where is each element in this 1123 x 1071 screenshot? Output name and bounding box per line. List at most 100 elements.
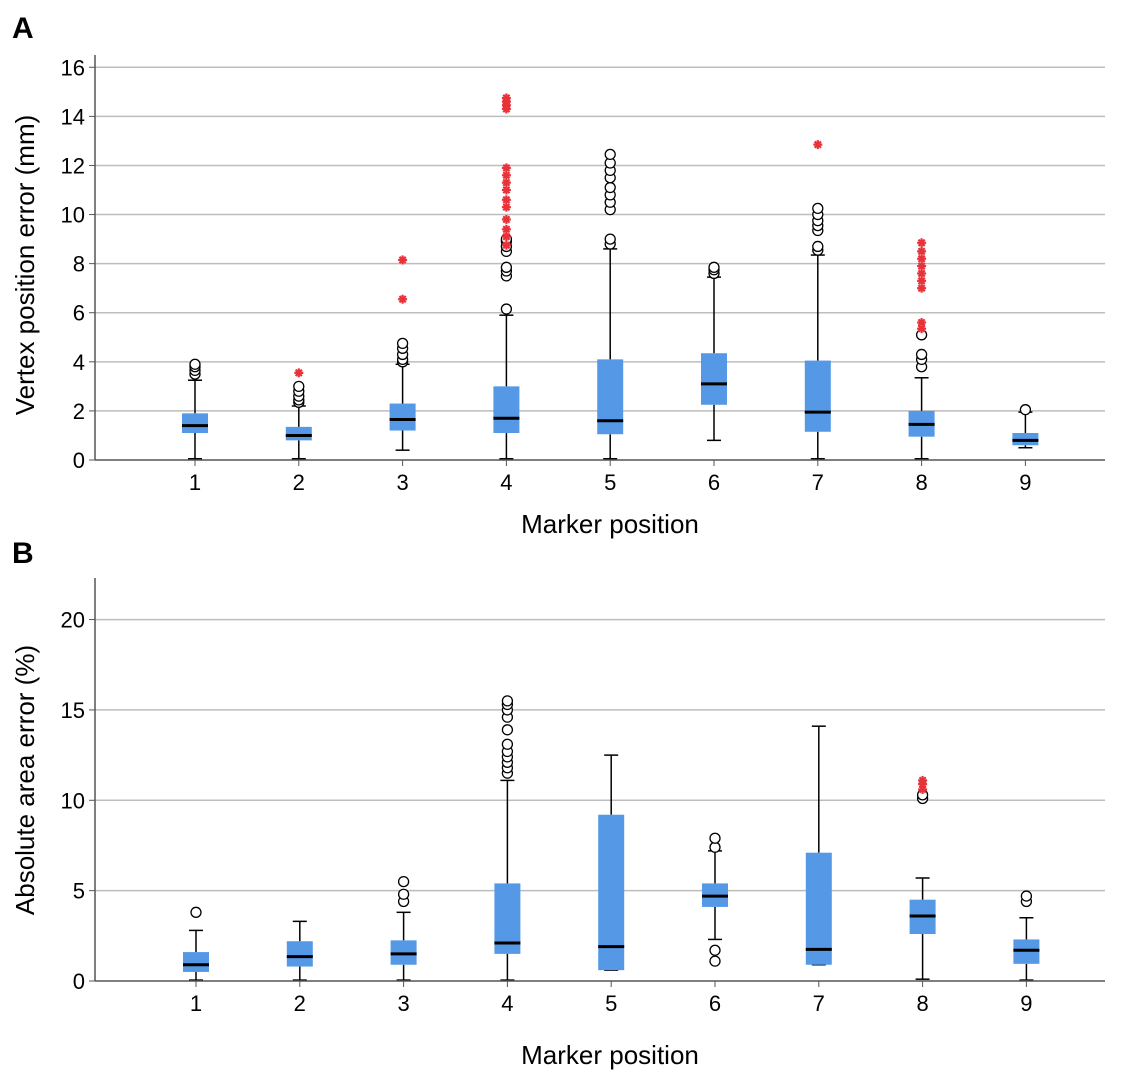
asterisk-stroke [502,215,511,224]
extreme-outlier-point [398,294,408,304]
panel-a-box-1 [182,358,208,460]
extreme-outlier-point [917,238,927,248]
outlier-point [709,944,721,956]
asterisk-stroke [502,186,511,194]
panel-b-boxes [183,695,1040,981]
asterisk-stroke [917,238,926,247]
panel-a-y-tick-label: 8 [73,252,85,277]
iqr-box [701,353,727,405]
panel-b-x-tick-label: 9 [1020,991,1032,1016]
panel-a-y-tick-label: 6 [73,301,85,326]
asterisk-stroke [502,225,511,234]
extreme-outlier-point [813,140,823,150]
extreme-outlier-point [918,775,928,785]
panel-a-x-tick-label: 3 [396,470,408,495]
panel-a-x-tick-label: 4 [500,470,512,495]
panel-a-x-tick-label: 8 [915,470,927,495]
extreme-outlier-point [501,232,511,242]
panel-b-box-1 [183,906,209,981]
asterisk-stroke [917,262,926,271]
panel-a-x-ticks: 1 2 3 4 5 6 7 8 9 [189,460,1032,495]
asterisk-stroke [502,94,511,102]
outlier-point [812,202,824,215]
iqr-box [285,426,312,441]
extreme-outlier-point [398,255,408,265]
panel-a-x-tick-label: 6 [708,470,720,495]
extreme-outlier-point [501,224,511,234]
outlier-point [501,738,514,750]
panel-b-y-tick-label: 20 [61,608,85,633]
asterisk-stroke [917,324,926,333]
panel-b-x-tick-label: 2 [294,991,306,1016]
panel-a-y-tick-label: 4 [73,350,85,375]
asterisk-stroke [502,241,511,250]
panel-b-y-tick-label: 10 [61,788,85,813]
iqr-box [597,359,624,435]
iqr-box [493,386,520,433]
outlier-point [1020,890,1033,902]
iqr-box [183,952,209,972]
panel-a-gridlines [95,66,1105,412]
panel-a-x-tick-label: 7 [812,470,824,495]
panel-b-y-tick-label: 15 [61,698,85,723]
panel-a-y-tick-label: 0 [73,448,85,473]
panel-b: B 0 5 10 15 20 1 2 3 4 5 6 7 8 9 Marker position Abs… [10,537,1105,1070]
outlier-point [501,724,514,736]
extreme-outlier-point [501,240,511,250]
asterisk-stroke [917,284,926,293]
panel-a-x-axis-title: Marker position [521,509,699,539]
panel-a-box-6 [701,261,727,442]
panel-b-letter: B [12,537,34,570]
asterisk-stroke [917,254,926,263]
iqr-box [286,941,313,967]
outlier-point [1019,404,1032,416]
outlier-point [604,181,616,194]
outlier-point [604,148,616,161]
extreme-outlier-point [917,246,927,256]
panel-b-box-2 [286,920,313,981]
panel-b-y-tick-label: 0 [73,969,85,994]
panel-b-box-5 [598,754,625,971]
panel-a-y-ticks: 0 2 4 6 8 10 12 14 16 [61,55,95,473]
extreme-outlier-point [501,93,511,103]
asterisk-stroke [294,368,303,377]
outlier-point [501,695,514,707]
panel-b-x-ticks: 1 2 3 4 5 6 7 8 9 [190,981,1033,1016]
outlier-point [709,832,721,844]
iqr-box [598,814,625,971]
panel-a-y-axis-title: Vertex position error (mm) [10,115,40,416]
panel-b-box-7 [805,725,832,966]
panel-a-y-tick-label: 12 [61,153,85,178]
panel-a-boxes [182,93,1039,460]
outlier-point [190,906,202,918]
asterisk-stroke [502,203,511,212]
asterisk-stroke [398,256,407,264]
asterisk-stroke [502,163,511,172]
panel-a-box-7 [804,140,831,460]
extreme-outlier-point [294,368,304,378]
asterisk-stroke [502,195,511,204]
panel-b-y-axis-title: Absolute area error (%) [10,645,40,915]
outlier-point [189,358,201,370]
panel-a-x-tick-label: 2 [293,470,305,495]
panel-b-x-tick-label: 6 [709,991,721,1016]
panel-b-box-6 [702,832,728,967]
outlier-point [915,348,928,361]
panel-a-y-tick-label: 16 [61,55,85,80]
panel-a-box-5 [597,148,624,460]
asterisk-stroke [917,318,926,327]
asterisk-stroke [917,247,926,256]
asterisk-stroke [502,178,511,187]
outlier-point [396,337,409,350]
outlier-point [500,303,513,315]
panel-a-box-2 [285,368,312,460]
panel-b-x-tick-label: 7 [813,991,825,1016]
panel-a-box-9 [1012,404,1039,449]
asterisk-stroke [917,276,926,285]
panel-b-x-tick-label: 4 [501,991,513,1016]
asterisk-stroke [502,232,511,241]
extreme-outlier-point [501,185,511,195]
panel-b-x-axis-title: Marker position [521,1040,699,1070]
outlier-point [293,380,305,393]
asterisk-stroke [398,295,407,304]
